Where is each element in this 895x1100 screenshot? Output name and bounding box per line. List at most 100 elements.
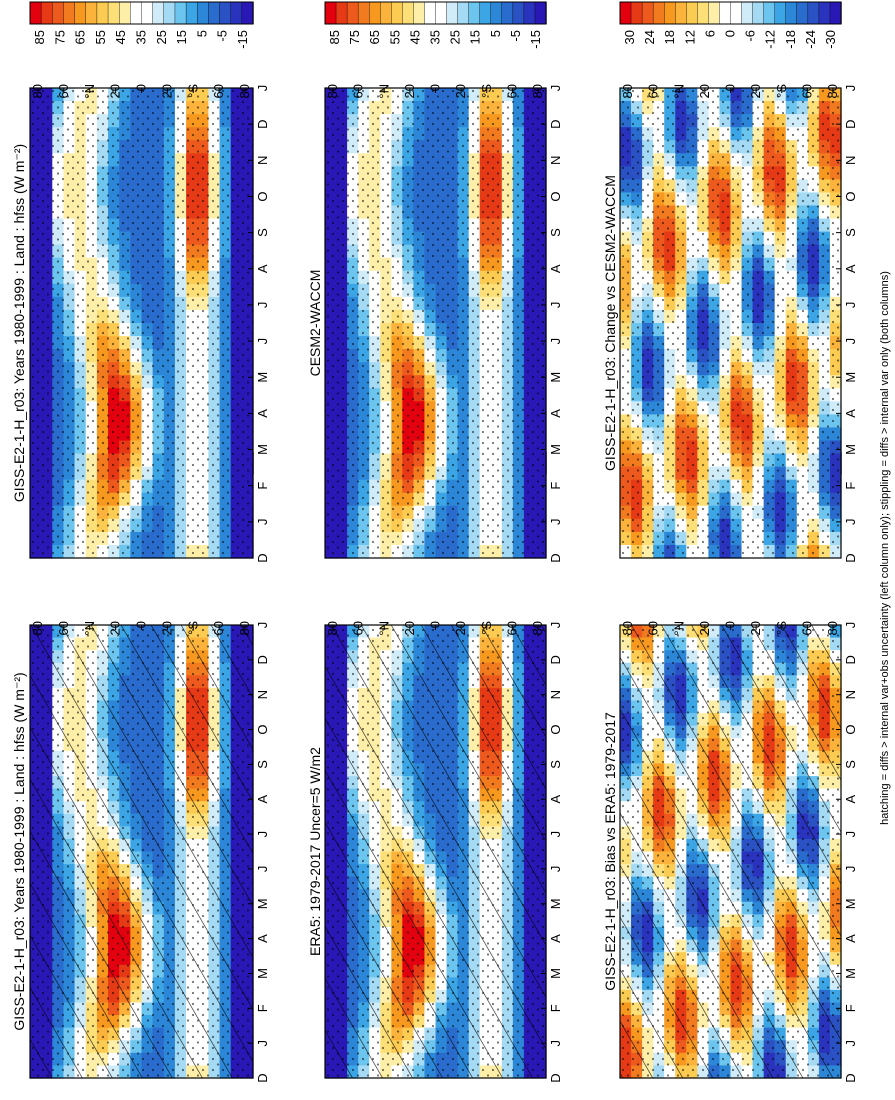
colorbar-label: 6 bbox=[702, 30, 717, 37]
lat-tick-label: 80 bbox=[530, 84, 545, 98]
colorbar-segment bbox=[163, 1, 176, 25]
month-tick-label: J bbox=[255, 519, 270, 526]
colorbar-segment bbox=[652, 1, 665, 25]
colorbar-segment bbox=[446, 1, 459, 25]
colorbar-segment bbox=[85, 1, 98, 25]
lat-tick-label: 20 bbox=[453, 621, 468, 635]
month-tick-label: N bbox=[255, 690, 270, 699]
month-tick-label: A bbox=[255, 934, 270, 943]
colorbar-segment bbox=[391, 1, 404, 25]
panel-title: CESM2-WACCM bbox=[307, 270, 323, 377]
month-tick-label: D bbox=[548, 120, 563, 129]
month-tick-label: F bbox=[843, 1004, 858, 1012]
colorbar-segment bbox=[141, 1, 154, 25]
colorbar-segment bbox=[719, 1, 732, 25]
colorbar-segment bbox=[402, 1, 415, 25]
month-tick-label: J bbox=[548, 338, 563, 345]
colorbar-segment bbox=[52, 1, 65, 25]
colorbar-segment bbox=[490, 1, 503, 25]
colorbar-segment bbox=[152, 1, 165, 25]
lat-tick-label: 20 bbox=[402, 621, 417, 635]
colorbar-segment bbox=[818, 1, 831, 25]
colorbar-segment bbox=[96, 1, 109, 25]
month-tick-label: O bbox=[843, 724, 858, 734]
lat-tick-label: 80 bbox=[825, 84, 840, 98]
colorbar-segment bbox=[208, 1, 221, 25]
panel-title: GISS-E2-1-H_r03: Change vs CESM2-WACCM bbox=[602, 175, 618, 471]
month-tick-label: N bbox=[843, 690, 858, 699]
month-tick-label: J bbox=[843, 831, 858, 838]
month-tick-label: M bbox=[548, 444, 563, 455]
colorbar-label: 45 bbox=[113, 30, 128, 44]
colorbar-label: 18 bbox=[662, 30, 677, 44]
hatching bbox=[620, 625, 841, 1078]
colorbar-segment bbox=[763, 1, 776, 25]
colorbar-label: 15 bbox=[468, 30, 483, 44]
month-tick-label: M bbox=[843, 898, 858, 909]
month-tick-label: M bbox=[843, 372, 858, 383]
colorbar-label: -24 bbox=[803, 30, 818, 49]
colorbar-segment bbox=[197, 1, 210, 25]
lat-tick-label: 80 bbox=[620, 84, 635, 98]
lat-tick-label: °N bbox=[671, 84, 686, 99]
colorbar-frame bbox=[619, 1, 842, 25]
month-tick-label: A bbox=[843, 409, 858, 418]
lat-tick-label: 60 bbox=[211, 84, 226, 98]
colorbar-segment bbox=[335, 1, 348, 25]
lat-tick-label: 0 bbox=[134, 621, 149, 628]
month-tick-label: J bbox=[548, 831, 563, 838]
month-tick-label: A bbox=[255, 264, 270, 273]
month-tick-label: M bbox=[255, 898, 270, 909]
month-tick-label: A bbox=[548, 264, 563, 273]
panel-title: GISS-E2-1-H_r03: Bias vs ERA5: 1979-2017 bbox=[602, 712, 618, 991]
colorbar-segment bbox=[785, 1, 798, 25]
lat-tick-label: 60 bbox=[56, 621, 71, 635]
colorbar-label: -6 bbox=[743, 30, 758, 42]
month-tick-label: A bbox=[548, 934, 563, 943]
month-tick-label: J bbox=[548, 1040, 563, 1047]
colorbar-segment bbox=[641, 1, 654, 25]
colorbar-segment bbox=[230, 1, 243, 25]
lat-tick-label: 80 bbox=[237, 84, 252, 98]
colorbar-label: 55 bbox=[93, 30, 108, 44]
colorbar-segment bbox=[107, 1, 120, 25]
month-tick-label: O bbox=[255, 724, 270, 734]
colorbar-segment bbox=[774, 1, 787, 25]
lat-tick-label: °S bbox=[185, 84, 200, 98]
lat-tick-label: °S bbox=[479, 621, 494, 635]
lat-tick-label: 60 bbox=[504, 621, 519, 635]
month-tick-label: S bbox=[843, 228, 858, 237]
colorbar-label: 5 bbox=[194, 30, 209, 37]
stippling bbox=[30, 88, 253, 558]
month-tick-label: J bbox=[548, 519, 563, 526]
lat-tick-label: 0 bbox=[428, 621, 443, 628]
lat-tick-label: 60 bbox=[211, 621, 226, 635]
lat-tick-label: °N bbox=[376, 621, 391, 636]
lat-tick-label: 80 bbox=[30, 84, 45, 98]
lat-tick-label: °N bbox=[376, 84, 391, 99]
colorbar-label: 65 bbox=[73, 30, 88, 44]
lat-tick-label: 60 bbox=[646, 621, 661, 635]
lat-tick-label: 20 bbox=[402, 84, 417, 98]
month-tick-label: J bbox=[255, 622, 270, 629]
lat-tick-label: 60 bbox=[351, 84, 366, 98]
colorbar-segment bbox=[380, 1, 393, 25]
lat-tick-label: °N bbox=[82, 621, 97, 636]
colorbar-segment bbox=[241, 1, 254, 25]
month-tick-label: M bbox=[843, 968, 858, 979]
lat-tick-label: 20 bbox=[697, 84, 712, 98]
lat-tick-label: 0 bbox=[723, 84, 738, 91]
colorbar-segment bbox=[741, 1, 754, 25]
month-tick-label: N bbox=[548, 690, 563, 699]
colorbar-segment bbox=[74, 1, 87, 25]
lat-tick-label: °S bbox=[774, 84, 789, 98]
colorbar-label: -30 bbox=[823, 30, 838, 49]
colorbar-segment bbox=[523, 1, 536, 25]
colorbar-label: -12 bbox=[763, 30, 778, 49]
month-tick-label: S bbox=[548, 760, 563, 769]
colorbar-label: 75 bbox=[347, 30, 362, 44]
month-tick-label: O bbox=[548, 191, 563, 201]
colorbar-label: 75 bbox=[52, 30, 67, 44]
